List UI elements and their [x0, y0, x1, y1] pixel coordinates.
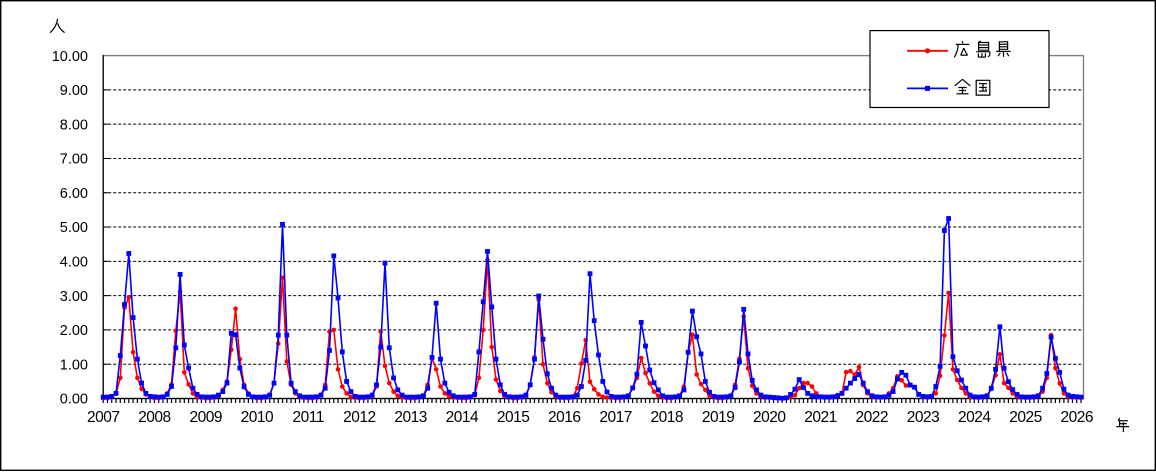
- svg-text:2023: 2023: [907, 409, 939, 426]
- svg-text:2013: 2013: [394, 409, 426, 426]
- svg-text:10.00: 10.00: [52, 49, 88, 65]
- svg-text:0.00: 0.00: [60, 392, 88, 408]
- svg-text:9.00: 9.00: [60, 83, 88, 99]
- svg-text:2015: 2015: [497, 409, 529, 426]
- svg-text:2017: 2017: [599, 409, 631, 426]
- svg-text:2.00: 2.00: [60, 323, 88, 339]
- svg-text:3.00: 3.00: [60, 289, 88, 305]
- svg-text:2007: 2007: [87, 409, 119, 426]
- svg-text:1.00: 1.00: [60, 357, 88, 373]
- svg-text:2021: 2021: [804, 409, 836, 426]
- svg-text:2011: 2011: [293, 409, 324, 426]
- svg-text:2026: 2026: [1060, 409, 1092, 426]
- svg-text:2025: 2025: [1009, 409, 1041, 426]
- svg-text:2019: 2019: [702, 409, 734, 426]
- svg-text:2009: 2009: [189, 409, 221, 426]
- svg-text:5.00: 5.00: [60, 220, 88, 236]
- svg-text:2018: 2018: [651, 409, 683, 426]
- svg-text:2020: 2020: [753, 409, 786, 426]
- svg-text:7.00: 7.00: [60, 152, 88, 168]
- svg-text:2016: 2016: [548, 409, 580, 426]
- svg-text:2008: 2008: [138, 409, 170, 426]
- svg-text:6.00: 6.00: [60, 186, 88, 202]
- svg-text:2022: 2022: [856, 409, 888, 426]
- svg-text:2010: 2010: [241, 409, 274, 426]
- svg-text:4.00: 4.00: [60, 255, 88, 271]
- svg-text:2024: 2024: [958, 409, 991, 426]
- svg-text:2014: 2014: [446, 409, 479, 426]
- svg-text:2012: 2012: [343, 409, 375, 426]
- svg-text:8.00: 8.00: [60, 117, 88, 133]
